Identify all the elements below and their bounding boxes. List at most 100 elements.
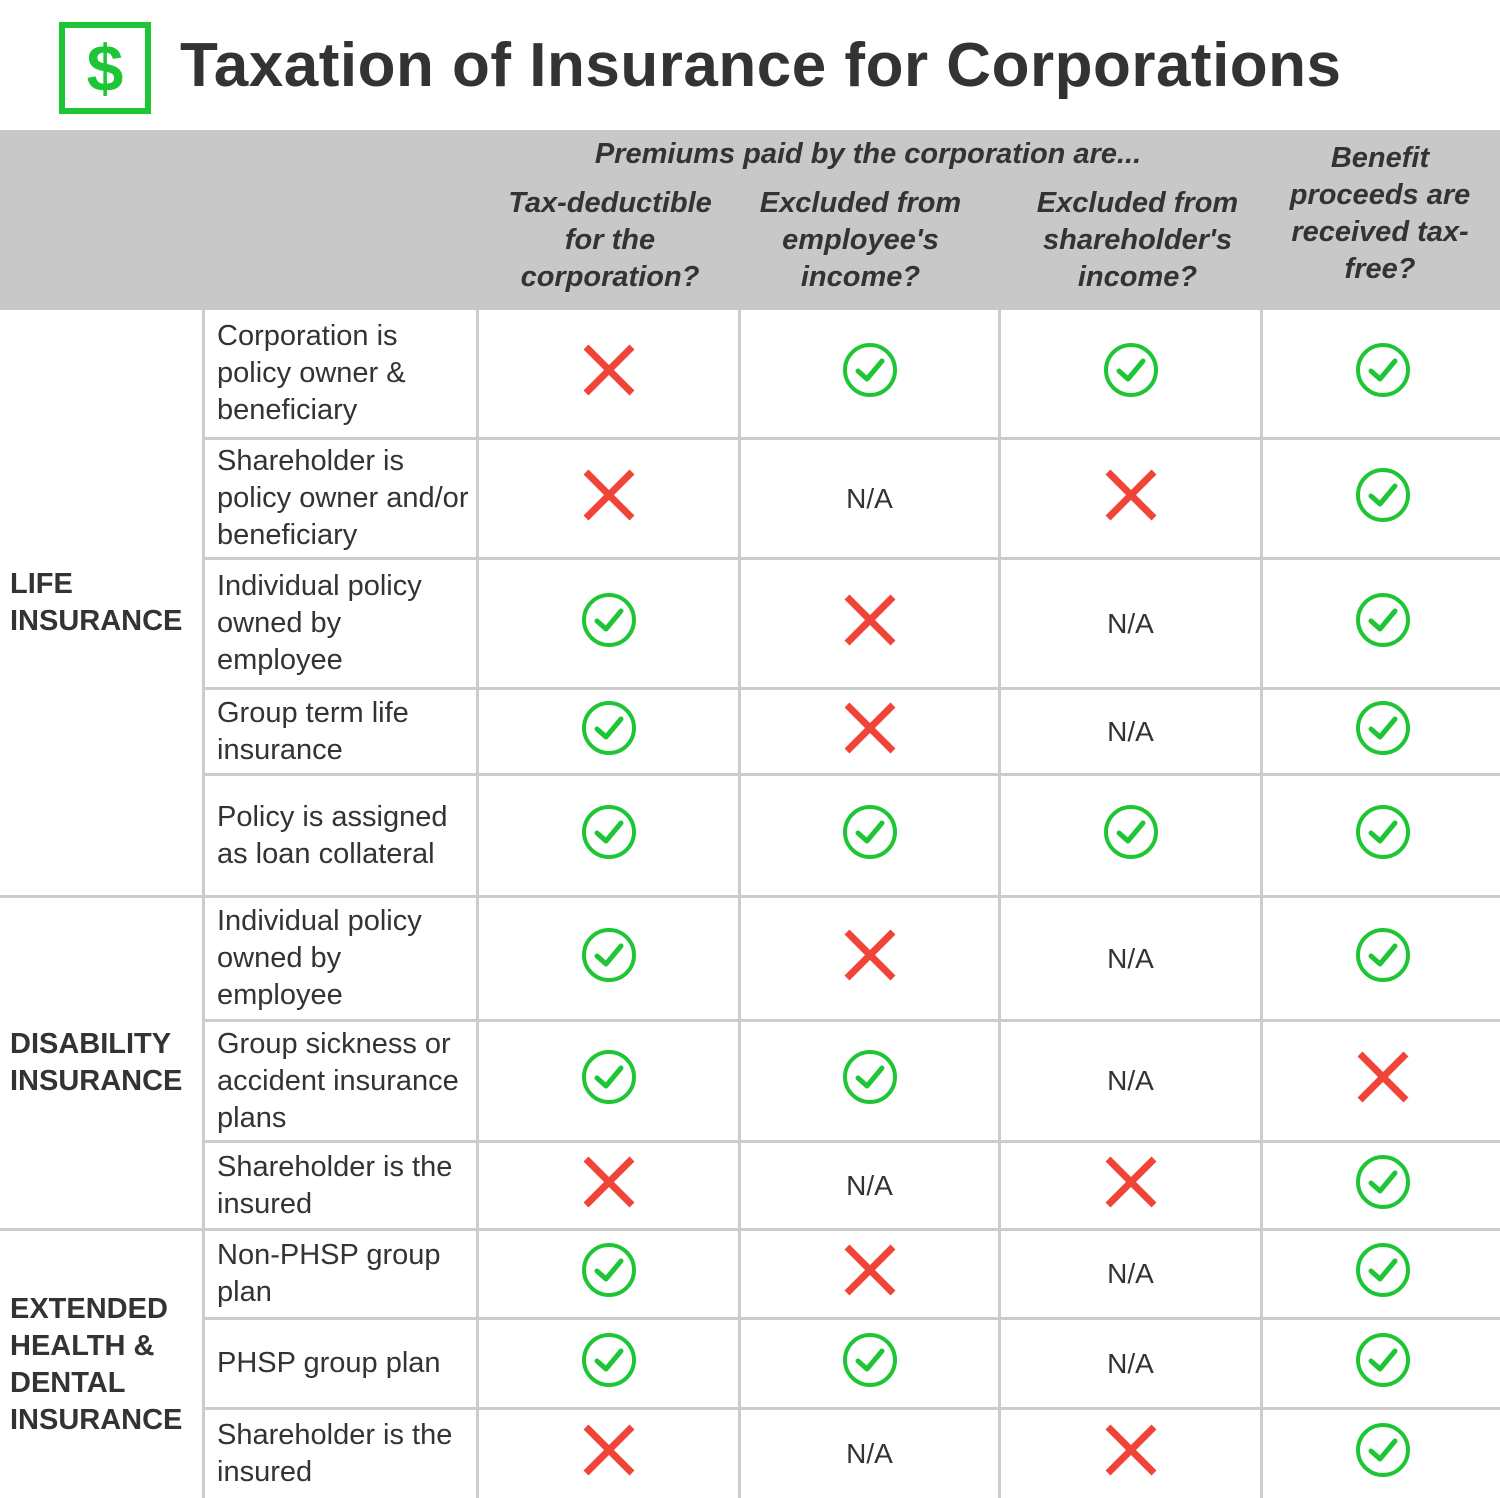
red-x-icon	[843, 593, 897, 655]
red-x-icon	[582, 343, 636, 405]
column-header-tax-deductible: Tax-deductible for the corporation?	[508, 187, 712, 293]
table-cell	[741, 776, 998, 895]
check-circle-icon	[1354, 926, 1412, 992]
red-x-icon	[843, 701, 897, 763]
check-circle-icon	[580, 1331, 638, 1397]
red-x-icon	[1356, 1050, 1410, 1112]
table-cell	[1263, 898, 1500, 1019]
row-label-text: Shareholder is the insured	[217, 1419, 453, 1488]
not-applicable-text: N/A	[846, 1438, 893, 1469]
column-header-employee-income: Excluded from employee's income?	[759, 187, 962, 293]
not-applicable-text: N/A	[1107, 1347, 1154, 1379]
row-label: Shareholder is policy owner and/or benef…	[205, 440, 476, 557]
table-cell	[479, 560, 738, 687]
not-applicable-text: N/A	[1107, 1065, 1154, 1096]
column-header-benefit-tax-free: Benefit proceeds are received tax-free?	[1289, 142, 1471, 285]
check-circle-icon	[1354, 803, 1412, 869]
row-label: PHSP group plan	[205, 1320, 476, 1407]
table-cell	[741, 310, 998, 437]
red-x-icon	[1104, 1155, 1158, 1217]
check-circle-icon	[1354, 466, 1412, 532]
page-title: Taxation of Insurance for Corporations	[180, 31, 1342, 100]
check-circle-icon	[1354, 1241, 1412, 1307]
row-label: Policy is assigned as loan collateral	[205, 776, 476, 895]
table-cell	[1263, 560, 1500, 687]
table-cell: N/A	[741, 1143, 998, 1228]
row-label: Individual policy owned by employee	[205, 898, 476, 1019]
not-applicable-text: N/A	[1107, 715, 1154, 747]
table-cell	[479, 690, 738, 773]
check-circle-icon	[1354, 1153, 1412, 1219]
not-applicable-text: N/A	[846, 1169, 893, 1201]
table-cell	[741, 898, 998, 1019]
table-cell	[1263, 1143, 1500, 1228]
row-label: Non-PHSP group plan	[205, 1231, 476, 1317]
table-cell: N/A	[1001, 690, 1260, 773]
taxation-table: LIFE INSURANCE Corporation is policy owne…	[0, 310, 1500, 1498]
row-label: Group sickness or accident insurance pla…	[205, 1022, 476, 1140]
section-label-text: EXTENDED HEALTH & DENTAL INSURANCE	[10, 1292, 183, 1436]
row-label: Individual policy owned by employee	[205, 560, 476, 687]
table-cell	[741, 560, 998, 687]
table-cell	[479, 310, 738, 437]
table-cell	[1263, 1410, 1500, 1498]
check-circle-icon	[1354, 699, 1412, 765]
check-circle-icon	[841, 1048, 899, 1114]
table-cell	[1263, 1022, 1500, 1140]
row-label-text: Individual policy owned by employee	[217, 570, 422, 676]
logo-symbol: $	[86, 31, 124, 105]
column-header-shareholder-income: Excluded from shareholder's income?	[1036, 187, 1239, 293]
section-label: LIFE INSURANCE	[0, 310, 202, 895]
red-x-icon	[582, 468, 636, 530]
table-cell	[741, 1231, 998, 1317]
table-cell: N/A	[1001, 1022, 1260, 1140]
check-circle-icon	[580, 926, 638, 992]
table-cell	[1001, 776, 1260, 895]
table-cell	[1263, 440, 1500, 557]
row-label-text: Policy is assigned as loan collateral	[217, 800, 448, 870]
table-cell: N/A	[741, 440, 998, 557]
red-x-icon	[1104, 468, 1158, 530]
section-label-text: LIFE INSURANCE	[10, 567, 183, 637]
table-cell	[479, 898, 738, 1019]
table-cell	[479, 776, 738, 895]
table-cell: N/A	[1001, 898, 1260, 1019]
table-cell	[479, 1143, 738, 1228]
table-cell	[1263, 1320, 1500, 1407]
row-label-text: Group sickness or accident insurance pla…	[217, 1027, 459, 1134]
table-cell	[741, 690, 998, 773]
row-label: Group term life insurance	[205, 690, 476, 773]
red-x-icon	[1104, 1423, 1158, 1485]
check-circle-icon	[1354, 591, 1412, 657]
row-label: Shareholder is the insured	[205, 1143, 476, 1228]
dollar-icon: $	[59, 22, 151, 114]
check-circle-icon	[841, 1331, 899, 1397]
table-cell	[1263, 776, 1500, 895]
table-cell	[479, 1022, 738, 1140]
check-circle-icon	[580, 1241, 638, 1307]
row-label-text: Group term life insurance	[217, 696, 409, 766]
check-circle-icon	[1354, 1331, 1412, 1397]
check-circle-icon	[1102, 803, 1160, 869]
row-label-text: Individual policy owned by employee	[217, 905, 422, 1011]
check-circle-icon	[580, 699, 638, 765]
section-label: DISABILITY INSURANCE	[0, 898, 202, 1228]
row-label-text: Corporation is policy owner & beneficiar…	[217, 320, 406, 426]
table-cell	[1263, 310, 1500, 437]
table-cell	[741, 1022, 998, 1140]
row-label-text: Shareholder is policy owner and/or benef…	[217, 445, 469, 551]
table-cell	[1263, 1231, 1500, 1317]
red-x-icon	[582, 1423, 636, 1485]
row-label-text: Shareholder is the insured	[217, 1150, 453, 1220]
not-applicable-text: N/A	[1107, 607, 1154, 639]
table-cell	[1001, 310, 1260, 437]
section-label: EXTENDED HEALTH & DENTAL INSURANCE	[0, 1231, 202, 1498]
check-circle-icon	[841, 803, 899, 869]
table-cell: N/A	[1001, 1320, 1260, 1407]
check-circle-icon	[580, 591, 638, 657]
red-x-icon	[582, 1155, 636, 1217]
check-circle-icon	[580, 803, 638, 869]
table-cell	[1263, 690, 1500, 773]
table-cell: N/A	[1001, 1231, 1260, 1317]
red-x-icon	[843, 928, 897, 990]
